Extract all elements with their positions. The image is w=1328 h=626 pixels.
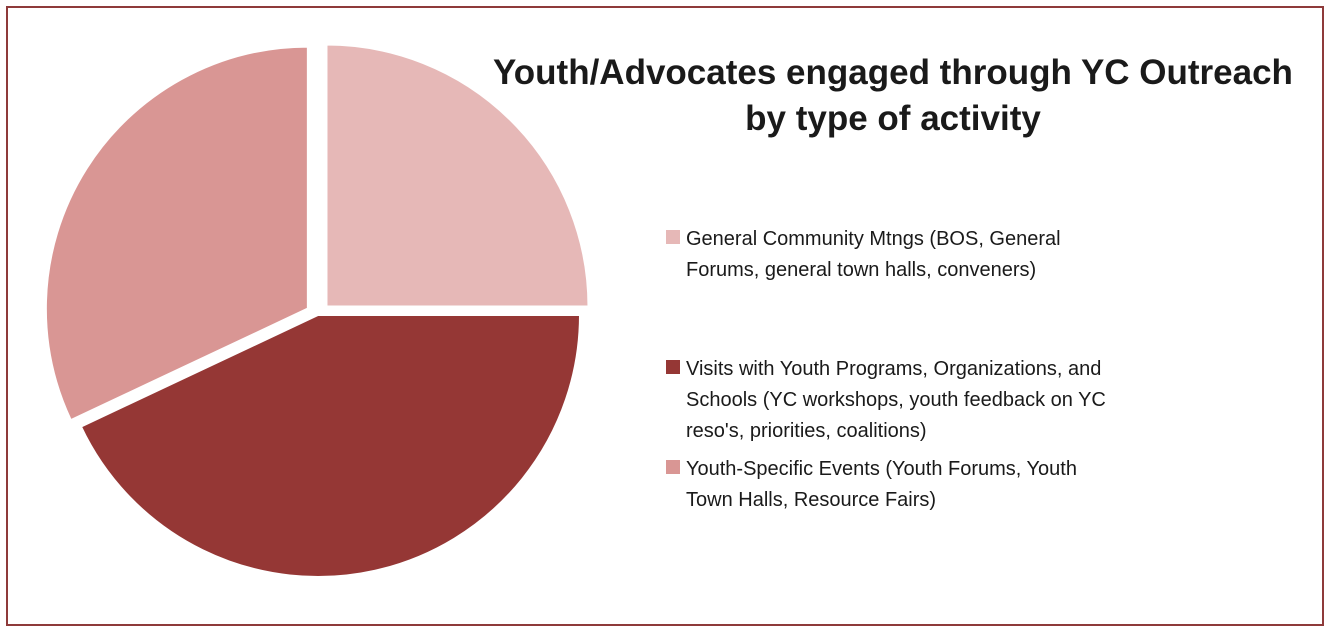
legend-swatch [666,460,680,474]
legend-label: Visits with Youth Programs, Organization… [686,354,1186,447]
legend-label-line: Schools (YC workshops, youth feedback on… [686,389,1106,411]
chart-title-line-2: by type of activity [745,99,1041,138]
legend-label: General Community Mtngs (BOS, General For… [686,224,1186,286]
legend-label-line: Town Halls, Resource Fairs) [686,489,937,511]
legend-label: Youth-Specific Events (Youth Forums, You… [686,454,1186,516]
legend-item-3: Youth-Specific Events (Youth Forums, You… [666,454,1186,516]
legend-label-line: Forums, general town halls, conveners) [686,259,1037,281]
legend-label-line: reso's, priorities, coalitions) [686,420,927,442]
pie-slices [44,43,590,578]
pie-slice-2 [79,314,582,578]
legend-item-1: General Community Mtngs (BOS, General For… [666,224,1186,286]
legend-label-line: General Community Mtngs (BOS, General [686,228,1061,250]
legend-label-line: Visits with Youth Programs, Organization… [686,358,1102,380]
legend-label-line: Youth-Specific Events (Youth Forums, You… [686,458,1077,480]
pie-slice-3 [44,45,309,422]
legend-swatch [666,360,680,374]
chart-title: Youth/Advocates engaged through YC Outre… [468,50,1318,142]
legend-item-2: Visits with Youth Programs, Organization… [666,354,1186,447]
pie-slice-1 [325,43,590,308]
legend-swatch [666,230,680,244]
chart-title-line-1: Youth/Advocates engaged through YC Outre… [493,53,1293,92]
pie-chart [44,43,590,578]
